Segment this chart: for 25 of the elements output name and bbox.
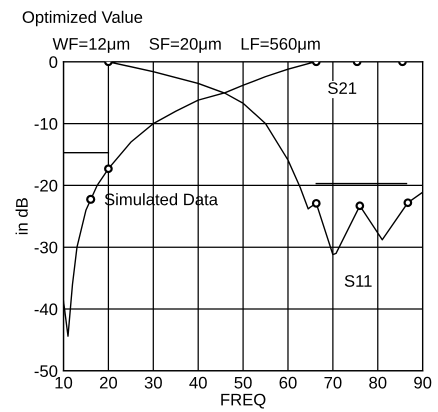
x-tick-label: 30: [144, 376, 162, 389]
x-tick-label: 20: [100, 376, 118, 389]
point: [312, 198, 321, 208]
x-tick-label: 70: [324, 376, 342, 389]
annotation: S11: [344, 275, 372, 287]
x-axis-title: FREQ: [221, 394, 266, 409]
x-tick-label: 80: [369, 376, 386, 389]
y-tick-label: -20: [34, 180, 58, 192]
x-tick-label: 60: [280, 376, 297, 389]
y-tick-label: -50: [34, 365, 58, 378]
y-axis-title: in dB: [16, 198, 28, 234]
x-tick-label: 50: [234, 376, 252, 389]
point: [104, 164, 113, 174]
point: [403, 198, 412, 208]
x-tick-label: 40: [189, 376, 207, 389]
point: [355, 201, 364, 210]
y-tick-label: 0: [49, 56, 58, 68]
y-tick-label: -40: [34, 303, 58, 316]
annotation: S21: [328, 82, 356, 94]
chart-subtitle: WF=12μm SF=20μm LF=560μm: [52, 38, 320, 53]
x-tick-label: 10: [56, 376, 72, 389]
x-tick-label: 90: [414, 376, 432, 389]
chart-title: Optimized Value: [22, 10, 142, 26]
y-tick-label: -10: [34, 118, 58, 130]
y-tick-label: -30: [34, 242, 58, 254]
